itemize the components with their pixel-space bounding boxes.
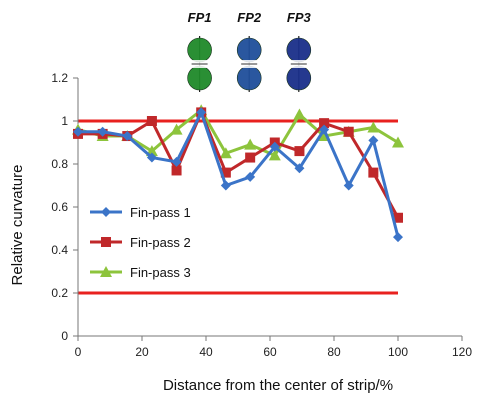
series-fin-pass-3 <box>72 104 404 161</box>
y-tick-label: 1 <box>61 114 68 128</box>
y-tick-label: 0.8 <box>51 157 68 171</box>
series-fin-pass-1 <box>73 107 403 243</box>
x-tick-label: 20 <box>135 345 149 359</box>
data-point <box>101 207 111 217</box>
data-point <box>269 141 280 152</box>
upper-roll-icon <box>236 37 262 63</box>
x-tick-label: 120 <box>452 345 472 359</box>
data-point <box>100 266 112 277</box>
y-tick-label: 0.6 <box>51 200 68 214</box>
x-axis-title: Distance from the center of strip/% <box>163 377 393 394</box>
upper-roll-icon <box>286 37 312 63</box>
legend-item-fin-pass-1: Fin-pass 1 <box>90 205 191 220</box>
data-point <box>392 136 404 148</box>
data-point <box>294 163 305 174</box>
x-tick-label: 60 <box>263 345 277 359</box>
data-point <box>367 121 380 133</box>
data-point <box>294 146 305 157</box>
y-tick-label: 1.2 <box>51 71 68 85</box>
data-point <box>97 126 108 137</box>
legend-label: Fin-pass 3 <box>130 265 191 280</box>
data-point <box>268 149 281 161</box>
series-fin-pass-2 <box>73 107 403 223</box>
roll-pass-fp2: FP2 <box>236 10 262 92</box>
y-tick-label: 0 <box>61 329 68 343</box>
roll-pass-label: FP3 <box>287 10 312 25</box>
x-tick-label: 40 <box>199 345 213 359</box>
upper-roll-icon <box>187 37 212 63</box>
data-point <box>343 126 354 137</box>
roll-pass-fp3: FP3 <box>286 10 312 92</box>
legend-label: Fin-pass 1 <box>130 205 191 220</box>
series-group <box>72 104 404 243</box>
legend: Fin-pass 1 Fin-pass 2 Fin-pass 3 <box>90 205 191 280</box>
data-point <box>244 138 257 150</box>
axes: 0 20 40 60 80 100 120 0 0.2 0.4 0.6 0.8 1 1.2 <box>51 71 472 359</box>
y-tick-label: 0.4 <box>51 243 68 257</box>
data-point <box>245 171 256 182</box>
data-point <box>293 108 306 120</box>
roll-pass-icons: FP1 FP2 FP3 <box>187 10 312 92</box>
legend-item-fin-pass-3: Fin-pass 3 <box>90 265 191 280</box>
y-axis-title: Relative curvature <box>9 165 26 286</box>
data-point <box>146 152 157 163</box>
data-point <box>220 167 231 178</box>
data-point <box>170 123 183 135</box>
roll-pass-label: FP2 <box>237 10 262 25</box>
lower-roll-icon <box>236 65 262 91</box>
data-point <box>368 135 379 146</box>
data-point <box>343 180 354 191</box>
data-point <box>101 237 111 247</box>
data-point <box>393 212 403 223</box>
data-point <box>171 156 182 167</box>
y-tick-label: 0.2 <box>51 286 68 300</box>
reference-lines <box>78 119 398 295</box>
data-point <box>319 118 330 129</box>
data-point <box>393 232 403 243</box>
legend-item-fin-pass-2: Fin-pass 2 <box>90 235 191 250</box>
data-point <box>319 124 330 135</box>
x-tick-label: 0 <box>75 345 82 359</box>
lower-roll-icon <box>187 65 212 91</box>
data-point <box>122 131 133 142</box>
data-point <box>245 152 256 163</box>
data-point <box>146 116 157 126</box>
x-tick-label: 80 <box>327 345 341 359</box>
x-tick-label: 100 <box>388 345 408 359</box>
roll-pass-fp1: FP1 <box>187 10 212 92</box>
data-point <box>220 180 231 191</box>
data-point <box>171 165 182 176</box>
data-point <box>196 107 207 118</box>
data-point <box>368 167 379 178</box>
series-line <box>78 110 400 238</box>
legend-label: Fin-pass 2 <box>130 235 191 250</box>
lower-roll-icon <box>286 65 312 91</box>
data-point <box>219 147 232 159</box>
roll-pass-label: FP1 <box>188 10 212 25</box>
data-point <box>73 126 83 137</box>
